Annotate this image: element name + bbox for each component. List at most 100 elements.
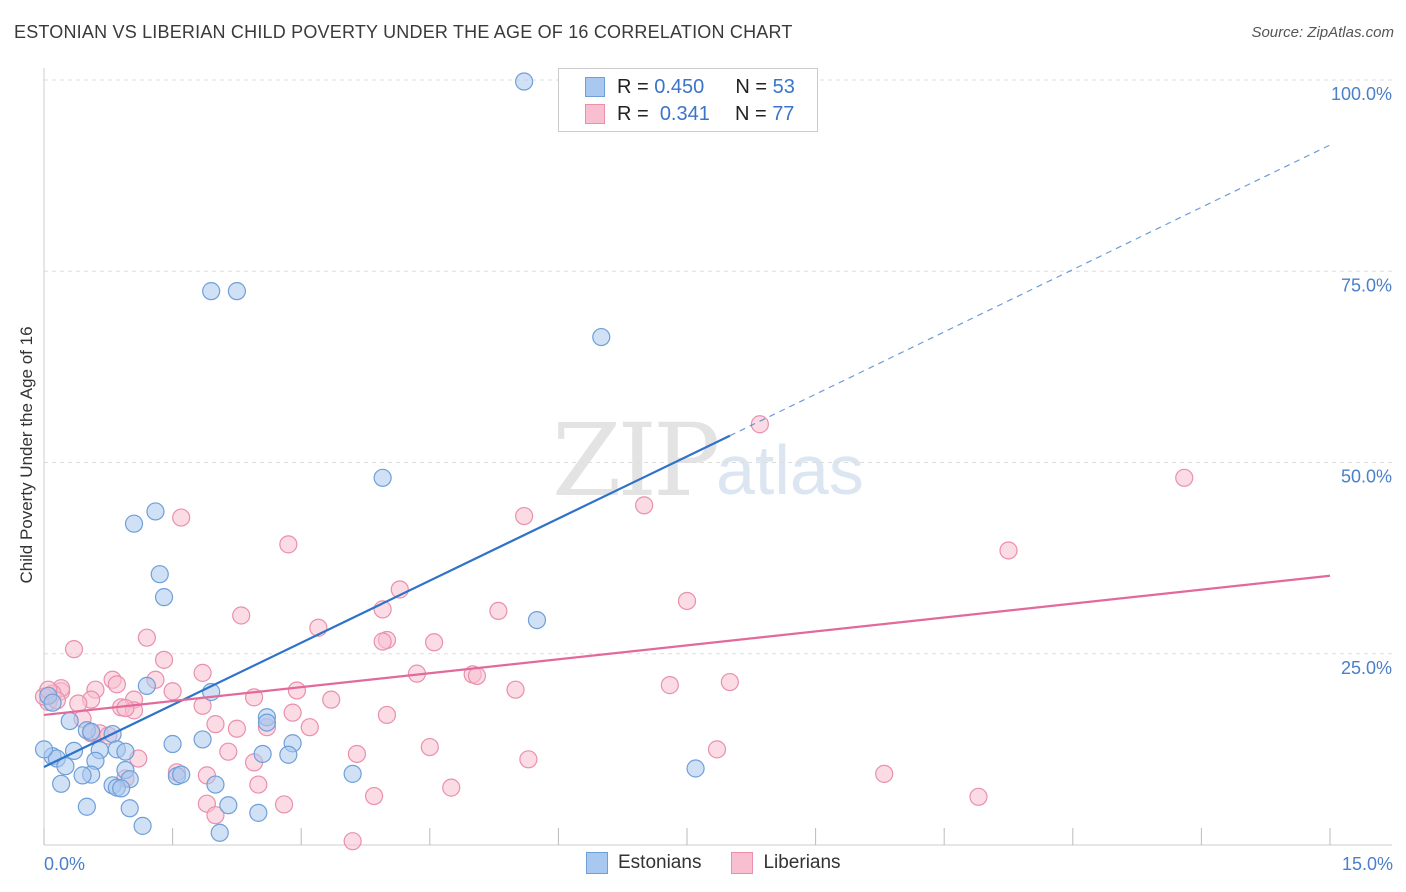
- liberian-point: [116, 698, 135, 718]
- estonian-point: [133, 816, 152, 835]
- liberian-point: [635, 496, 654, 515]
- estonian-point: [137, 676, 156, 695]
- estonian-point: [116, 742, 135, 761]
- liberian-point: [1175, 468, 1194, 487]
- estonian-point: [527, 610, 547, 630]
- liberian-point: [364, 786, 384, 806]
- estonians-trend-extension: [729, 144, 1331, 437]
- correlation-legend: R = 0.450 N = 53 R = 0.341 N = 77: [558, 68, 818, 132]
- liberians-trend-line: [43, 574, 1331, 717]
- x-tick-label-min: 0.0%: [44, 854, 85, 874]
- y-tick-label: 25.0%: [1341, 658, 1392, 678]
- estonian-point: [150, 565, 169, 584]
- estonian-point: [82, 722, 101, 741]
- liberians-swatch: [585, 104, 605, 124]
- liberians-n-label: N =: [734, 102, 767, 125]
- estonians-r-label: R =: [617, 75, 649, 98]
- liberian-point: [750, 415, 769, 434]
- liberian-point: [137, 628, 156, 647]
- liberian-point: [206, 806, 225, 825]
- chart-title: ESTONIAN VS LIBERIAN CHILD POVERTY UNDER…: [14, 22, 793, 42]
- liberian-point: [219, 742, 238, 761]
- liberian-point: [347, 744, 367, 764]
- estonian-point: [515, 72, 534, 91]
- liberian-point: [424, 633, 444, 652]
- liberians-legend-label: Liberians: [763, 852, 841, 873]
- source-label: Source: ZipAtlas.com: [1251, 24, 1394, 41]
- liberian-point: [232, 606, 251, 625]
- estonian-point: [52, 774, 71, 793]
- liberian-point: [519, 750, 538, 769]
- liberian-point: [193, 663, 212, 682]
- liberian-point: [373, 632, 392, 651]
- estonians-trend-line: [43, 434, 731, 768]
- estonian-point: [172, 765, 191, 784]
- estonian-point: [112, 779, 131, 798]
- liberian-point: [287, 681, 307, 700]
- estonian-point: [73, 766, 92, 785]
- liberian-point: [300, 718, 319, 737]
- estonian-point: [154, 588, 174, 607]
- liberian-point: [677, 591, 697, 611]
- estonian-point: [219, 796, 238, 815]
- liberian-point: [343, 832, 362, 851]
- estonians-swatch: [585, 77, 605, 97]
- series-legend: Estonians Liberians: [586, 852, 871, 874]
- liberian-point: [206, 715, 225, 734]
- liberian-point: [506, 680, 525, 699]
- liberian-point: [969, 787, 988, 806]
- liberian-point: [420, 737, 439, 757]
- estonians-legend-swatch: [586, 852, 608, 874]
- estonian-point: [64, 741, 84, 761]
- estonian-point: [120, 799, 139, 818]
- liberian-point: [442, 778, 461, 797]
- liberian-point: [279, 535, 298, 554]
- liberians-r-label: R =: [617, 102, 649, 125]
- liberian-point: [720, 672, 739, 692]
- estonian-point: [43, 693, 62, 712]
- estonian-point: [227, 282, 246, 301]
- estonian-point: [686, 759, 705, 778]
- estonian-point: [279, 745, 298, 764]
- estonian-point: [257, 713, 277, 732]
- y-tick-label: 75.0%: [1341, 275, 1392, 295]
- estonians-legend-label: Estonians: [618, 852, 702, 873]
- estonian-point: [206, 775, 225, 794]
- liberian-point: [274, 795, 294, 814]
- liberian-point: [999, 541, 1018, 560]
- estonian-point: [193, 730, 212, 749]
- liberian-point: [283, 703, 302, 722]
- legend-item-liberians[interactable]: Liberians: [731, 852, 841, 874]
- estonian-point: [210, 823, 229, 842]
- estonian-point: [146, 502, 165, 521]
- legend-row-estonians: R = 0.450 N = 53: [585, 75, 795, 99]
- liberian-point: [467, 666, 487, 686]
- liberian-point: [660, 676, 679, 695]
- liberian-point: [707, 740, 727, 759]
- liberian-point: [377, 705, 397, 725]
- liberian-point: [107, 675, 126, 694]
- liberians-n-value: 77: [772, 102, 795, 125]
- liberian-point: [69, 694, 88, 713]
- liberian-point: [489, 601, 508, 621]
- liberian-point: [154, 650, 174, 669]
- estonians-r-value: 0.450: [654, 75, 705, 98]
- estonian-point: [202, 282, 221, 301]
- legend-row-liberians: R = 0.341 N = 77: [585, 102, 794, 126]
- estonian-point: [34, 740, 54, 759]
- estonian-point: [124, 514, 144, 533]
- liberian-point: [227, 719, 246, 738]
- estonians-n-value: 53: [772, 75, 795, 98]
- y-tick-label: 50.0%: [1341, 467, 1392, 487]
- legend-item-estonians[interactable]: Estonians: [586, 852, 701, 874]
- x-tick-label-max: 15.0%: [1342, 854, 1393, 874]
- estonian-point: [77, 797, 96, 816]
- y-tick-label: 100.0%: [1331, 84, 1392, 104]
- liberians-legend-swatch: [731, 852, 754, 874]
- liberian-point: [172, 508, 191, 527]
- estonian-point: [373, 468, 392, 487]
- liberian-point: [322, 690, 341, 709]
- estonian-point: [163, 734, 182, 754]
- liberian-point: [875, 764, 894, 783]
